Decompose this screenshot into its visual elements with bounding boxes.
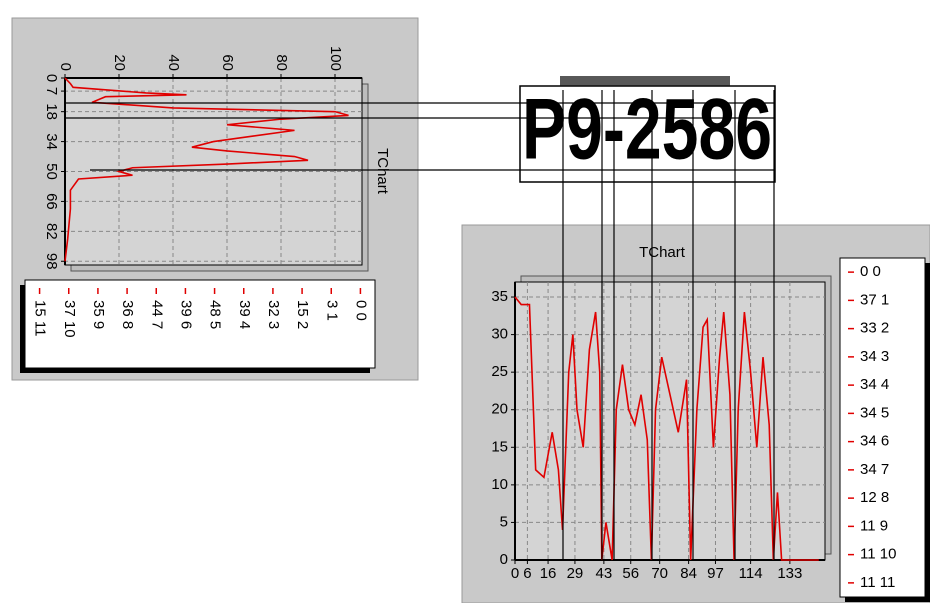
y-tick-label: 25 bbox=[491, 363, 508, 380]
y-tick-label: 10 bbox=[491, 476, 508, 493]
x-tick-label: 133 bbox=[777, 565, 802, 582]
chart-title: TChart bbox=[639, 244, 686, 261]
x-tick-label: 70 bbox=[651, 565, 668, 582]
y-tick-label: 0 bbox=[500, 551, 508, 568]
x-tick-label: 18 bbox=[43, 103, 60, 120]
y-tick-label: 15 bbox=[491, 438, 508, 455]
y-tick-label: 40 bbox=[165, 54, 182, 71]
x-tick-label: 82 bbox=[43, 223, 60, 240]
x-tick-label: 66 bbox=[43, 193, 60, 210]
legend-item: 11 9 bbox=[860, 517, 888, 534]
x-tick-label: 84 bbox=[680, 565, 697, 582]
legend-item: 39 4 bbox=[236, 300, 253, 329]
legend-item: 32 3 bbox=[265, 300, 282, 329]
y-tick-label: 80 bbox=[273, 54, 290, 71]
plate: P9-2586 bbox=[520, 76, 775, 182]
legend-item: 34 3 bbox=[860, 348, 889, 365]
legend-item: 34 4 bbox=[860, 376, 889, 393]
legend-item: 33 2 bbox=[860, 320, 889, 337]
chart: TChart 0 20 40 60 80 100 0 7 18 34 50 66 82 98 0 0 3 1 15… bbox=[12, 18, 418, 380]
legend-item: 37 10 bbox=[61, 300, 78, 338]
legend-item: 34 5 bbox=[860, 404, 889, 421]
page: TChart020406080100071834506682980 03 115… bbox=[0, 0, 930, 603]
legend-item: 11 10 bbox=[860, 546, 896, 563]
x-tick-label: 0 bbox=[511, 565, 519, 582]
x-tick-label: 29 bbox=[567, 565, 584, 582]
legend-item: 39 6 bbox=[177, 300, 194, 329]
y-tick-label: 60 bbox=[219, 54, 236, 71]
legend-item: 37 1 bbox=[860, 291, 889, 308]
y-tick-label: 5 bbox=[500, 513, 508, 530]
x-tick-label: 56 bbox=[622, 565, 639, 582]
legend-item: 34 7 bbox=[860, 461, 889, 478]
legend-item: 12 8 bbox=[860, 489, 889, 506]
legend-item: 0 0 bbox=[352, 300, 369, 321]
legend-item: 44 7 bbox=[148, 300, 165, 329]
chart-title: TChart bbox=[374, 148, 391, 195]
x-tick-label: 7 bbox=[43, 87, 60, 95]
x-tick-label: 97 bbox=[707, 565, 724, 582]
x-tick-label: 43 bbox=[596, 565, 613, 582]
y-tick-label: 35 bbox=[491, 288, 508, 305]
legend-item: 15 11 bbox=[32, 300, 49, 336]
x-tick-label: 98 bbox=[43, 253, 60, 270]
legend-item: 36 8 bbox=[119, 300, 136, 329]
x-tick-label: 114 bbox=[739, 565, 763, 582]
y-tick-label: 20 bbox=[111, 54, 128, 71]
x-tick-label: 50 bbox=[43, 163, 60, 180]
x-tick-label: 34 bbox=[43, 133, 60, 150]
legend-item: 35 9 bbox=[90, 300, 107, 329]
legend-item: 0 0 bbox=[860, 263, 881, 280]
x-tick-label: 0 bbox=[43, 74, 60, 82]
legend-item: 11 11 bbox=[860, 574, 895, 591]
y-tick-label: 0 bbox=[57, 63, 74, 71]
legend-item: 15 2 bbox=[294, 300, 311, 329]
legend-item: 3 1 bbox=[323, 300, 340, 321]
y-tick-label: 30 bbox=[491, 326, 508, 343]
y-tick-label: 20 bbox=[491, 401, 508, 418]
legend-item: 48 5 bbox=[207, 300, 224, 329]
x-tick-label: 16 bbox=[540, 565, 557, 582]
x-tick-label: 6 bbox=[523, 565, 531, 582]
legend-item: 34 6 bbox=[860, 433, 889, 450]
y-tick-label: 100 bbox=[327, 46, 344, 71]
